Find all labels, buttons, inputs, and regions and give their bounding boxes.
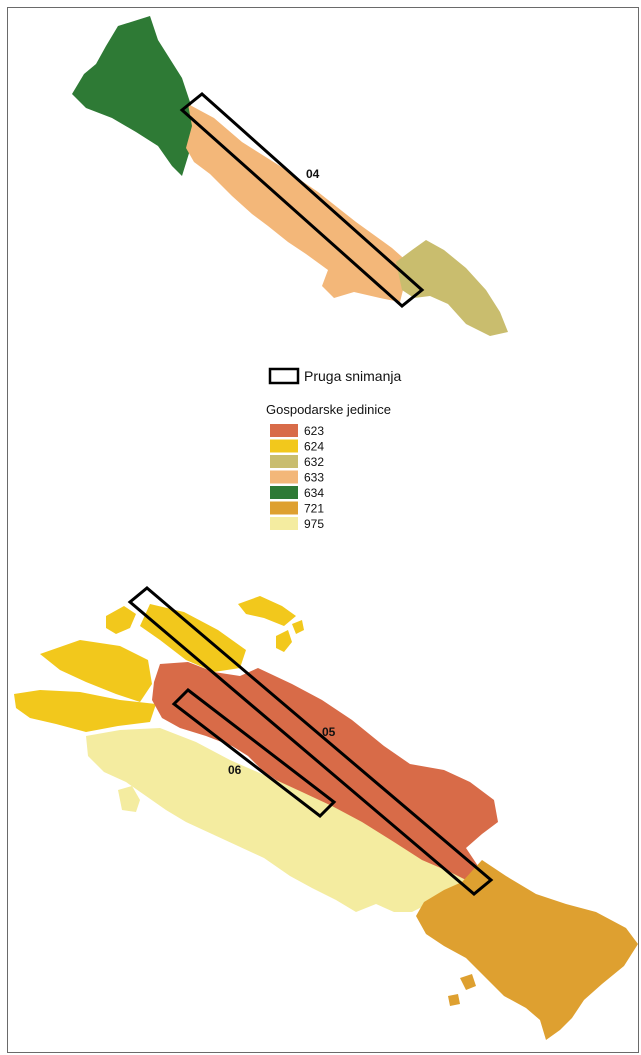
region-721: [416, 860, 638, 1040]
region-624-island-b: [14, 690, 156, 732]
region-624-islet-b: [276, 630, 292, 652]
legend-strip-swatch: [268, 367, 300, 385]
legend-swatch-721: [270, 501, 298, 515]
region-975-islet-a: [118, 786, 140, 812]
legend-code-624: 624: [304, 440, 324, 454]
legend-code-721: 721: [304, 502, 324, 516]
region-721-islet-b: [448, 994, 460, 1006]
legend-swatch-632: [270, 455, 298, 468]
legend-code-632: 632: [304, 455, 324, 469]
legend-strip-label: Pruga snimanja: [304, 368, 401, 384]
strip-04-outline: [179, 92, 425, 308]
legend-swatch-624: [270, 439, 298, 453]
legend-code-634: 634: [304, 486, 324, 500]
region-634: [72, 16, 196, 176]
region-632: [396, 240, 508, 336]
upper-map: 04: [72, 16, 508, 336]
region-721-islet-a: [460, 974, 476, 990]
strip-06-outline: [171, 688, 337, 818]
map-frame: [7, 7, 639, 1053]
legend-code-633: 633: [304, 471, 324, 485]
legend-code-975: 975: [304, 517, 324, 531]
region-624-islet-c: [292, 620, 304, 634]
region-623: [152, 662, 498, 882]
legend-swatch-975: [270, 517, 298, 530]
legend-title: Gospodarske jedinice: [266, 402, 391, 417]
legend-code-623: 623: [304, 424, 324, 438]
region-624-north: [140, 604, 246, 672]
region-624-islet-a: [238, 596, 296, 626]
region-624-island-c: [106, 606, 136, 634]
region-624-island-a: [40, 640, 152, 702]
strip-05-label: 05: [322, 725, 336, 739]
region-975: [86, 728, 472, 912]
legend: Pruga snimanja Gospodarske jedinice 6236…: [266, 367, 401, 531]
strip-05-outline: [127, 586, 494, 896]
legend-swatch-634: [270, 486, 298, 499]
legend-swatch-633: [270, 470, 298, 484]
strip-06-label: 06: [228, 763, 242, 777]
legend-swatch-623: [270, 424, 298, 437]
lower-map: 05 06: [14, 586, 638, 1040]
region-633: [186, 104, 410, 302]
strip-04-label: 04: [306, 167, 320, 181]
region-975-islet-b: [160, 740, 180, 756]
